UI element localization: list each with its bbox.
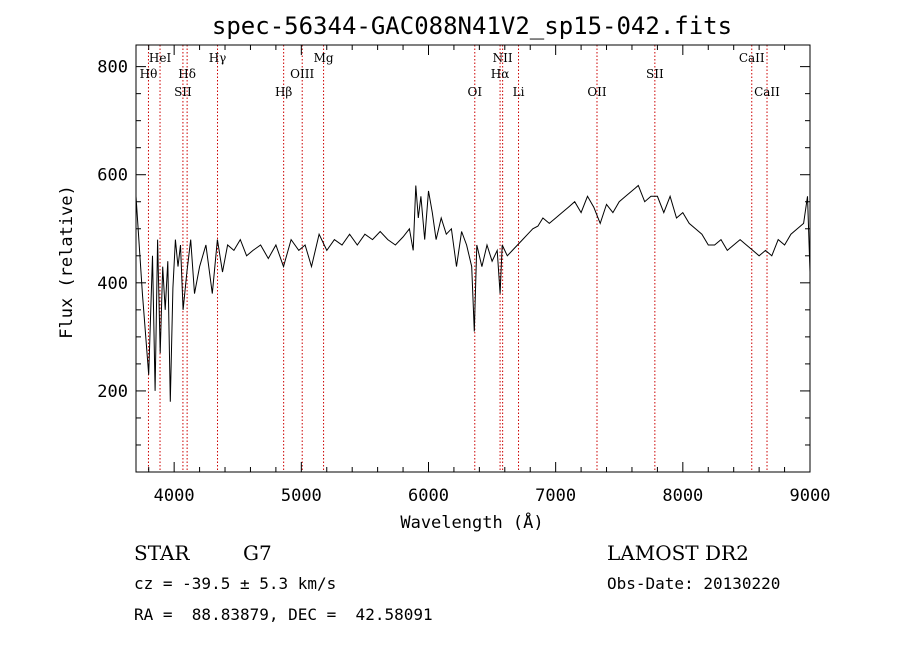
spectral-line-label: OI [467,85,482,99]
spectral-line-label: Hβ [275,85,292,99]
x-tick-label: 9000 [790,486,831,506]
y-tick-label: 800 [97,58,128,78]
spectral-line-label: Hγ [209,51,227,65]
plot-frame [135,44,811,473]
y-tick-label: 600 [97,166,128,186]
x-tick-label: 7000 [535,486,576,506]
spectral-line-label: OII [587,85,607,99]
x-tick-label: 8000 [662,486,703,506]
y-axis: 200 400 600 800 [97,58,810,446]
spectral-line-label: SII [646,67,664,81]
spectral-line-label: Hδ [178,67,196,81]
survey-name: LAMOST DR2 [607,541,749,565]
x-tick-label: 5000 [281,486,322,506]
spectral-line-label: Li [513,85,525,99]
x-axis-label: Wavelength (Å) [400,511,543,533]
spectrum-series [135,184,811,402]
x-axis: 4000 5000 6000 7000 8000 9000 [148,45,831,506]
spectral-line-label: HeI [149,51,172,65]
chart-title: spec-56344-GAC088N41V2_sp15-042.fits [212,12,732,40]
redshift-value: cz = -39.5 ± 5.3 km/s [134,574,336,593]
y-axis-label: Flux (relative) [57,185,77,339]
spectral-line-label: OIII [290,67,314,81]
object-type: STAR [134,541,190,565]
x-tick-label: 6000 [408,486,449,506]
obs-date: Obs-Date: 20130220 [607,574,780,593]
coordinates: RA = 88.83879, DEC = 42.58091 [134,605,433,624]
spectral-line-label: NII [493,51,513,65]
spectral-line-label: SII [174,85,192,99]
spectral-line-label: Hα [491,67,510,81]
spectral-line-label: CaII [739,51,765,65]
object-subclass: G7 [243,541,272,565]
x-tick-label: 4000 [154,486,195,506]
spectrum-line [135,184,811,402]
spectral-line-label: CaII [754,85,780,99]
y-tick-label: 200 [97,382,128,402]
y-tick-label: 400 [97,274,128,294]
spectral-line-label: Hθ [140,67,158,81]
spectral-line-label: Mg [314,51,334,65]
